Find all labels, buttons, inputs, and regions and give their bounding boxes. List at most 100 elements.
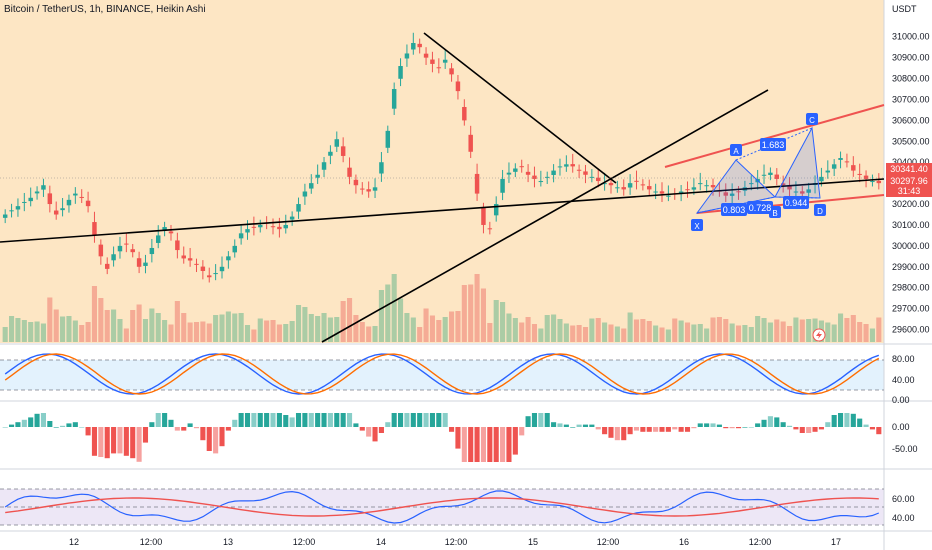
current-price-tag[interactable] <box>886 163 932 175</box>
candle-body <box>538 181 544 183</box>
candle-body <box>423 53 429 58</box>
volume-bar <box>461 285 467 342</box>
macd-bar <box>614 427 620 441</box>
candle-body <box>245 229 250 233</box>
harmonic-ratio-box <box>721 203 747 216</box>
volume-bar <box>665 329 671 342</box>
trend-line-up[interactable] <box>321 89 769 343</box>
volume-bar <box>334 317 340 342</box>
candle-body <box>596 177 601 182</box>
harmonic-ratio-line <box>696 196 776 214</box>
volume-bar <box>614 326 620 342</box>
time-axis-label: 13 <box>223 537 233 547</box>
harmonic-ratio-3: 0.728 <box>749 203 772 213</box>
volume-bar <box>786 326 793 342</box>
macd-bar <box>359 427 365 431</box>
macd-bar <box>863 424 869 427</box>
volume-bar <box>869 328 875 342</box>
candle-body <box>564 164 569 167</box>
lightning-icon[interactable] <box>812 328 826 342</box>
macd-bar <box>327 413 333 427</box>
volume-bar <box>417 327 423 342</box>
price-tick: 30500.00 <box>892 136 930 146</box>
candle-body <box>774 174 780 179</box>
volume-bar <box>487 323 493 342</box>
harmonic-label-c: C <box>809 116 815 125</box>
candlesticks <box>2 32 882 283</box>
candle-body <box>761 174 767 176</box>
volume-bar <box>570 325 576 342</box>
macd-bar <box>187 423 193 427</box>
macd-bar <box>735 427 742 429</box>
macd-bar <box>487 427 493 462</box>
macd-bar <box>366 427 372 437</box>
candle-body <box>289 216 295 220</box>
macd-bar <box>678 427 684 432</box>
candle-body <box>277 226 282 230</box>
candle-body <box>34 191 40 194</box>
volume-bar <box>672 318 678 342</box>
harmonic-pattern[interactable]: X A B C D 1.683 0.803 0.728 0.944 <box>691 113 826 231</box>
macd-bar <box>238 413 244 427</box>
macd-bar <box>232 419 238 427</box>
candle-body <box>404 53 410 59</box>
candle-body <box>608 182 614 186</box>
candle-body <box>634 180 639 182</box>
macd-bar <box>748 427 754 428</box>
volume-bar <box>283 324 289 342</box>
volume-bar <box>40 323 46 342</box>
price-tick: 30800.00 <box>892 74 930 84</box>
macd-bar <box>512 427 518 455</box>
volume-bar <box>111 309 117 342</box>
volume-bar <box>206 323 212 342</box>
candle-body <box>232 245 237 253</box>
macd-bar <box>423 413 429 427</box>
volume-bar <box>385 284 391 342</box>
price-tick: 29700.00 <box>892 304 930 314</box>
macd-bar <box>321 413 327 427</box>
candle-body <box>870 181 875 183</box>
macd-bar <box>812 427 818 432</box>
macd-bar <box>767 416 773 427</box>
volume-bar <box>346 298 353 342</box>
macd-bar <box>793 427 799 430</box>
macd-bar <box>270 413 276 427</box>
second-price-tag[interactable] <box>886 175 932 197</box>
candle-body <box>449 68 454 75</box>
candle-body <box>85 200 91 207</box>
macd-bar <box>857 418 863 427</box>
macd-bar <box>21 419 27 427</box>
volume-bar <box>181 313 187 342</box>
macd-bar <box>761 419 767 427</box>
volume-bar <box>691 324 697 342</box>
time-axis-label: 17 <box>831 537 841 547</box>
candle-body <box>41 185 46 190</box>
macd-bar <box>15 422 21 427</box>
trend-line-down[interactable] <box>423 32 617 184</box>
candle-body <box>627 183 633 188</box>
candle-body <box>819 176 824 182</box>
candle-body <box>315 174 320 178</box>
macd-bar <box>85 427 91 436</box>
candle-body <box>258 224 263 228</box>
candle-body <box>659 191 665 194</box>
volume-bar <box>761 318 767 342</box>
macd-bar <box>468 427 474 462</box>
volume-bar <box>174 301 180 342</box>
volume-bar <box>767 322 773 342</box>
volume-bar <box>142 319 149 342</box>
volume-bar <box>123 328 129 342</box>
macd-bar <box>640 427 646 432</box>
volume-bar <box>149 308 155 342</box>
candle-body <box>621 187 626 190</box>
volume-bar <box>155 313 161 342</box>
channel-line-upper[interactable] <box>664 104 885 168</box>
volume-bar <box>15 318 21 342</box>
harmonic-label-b: B <box>772 209 777 218</box>
harmonic-point-x <box>691 219 703 231</box>
stoch-k-line <box>4 353 880 395</box>
harmonic-ratio-2: 0.803 <box>723 205 746 215</box>
volume-bar <box>538 328 544 342</box>
macd-bar <box>723 427 729 429</box>
trend-line-support[interactable] <box>0 178 885 243</box>
